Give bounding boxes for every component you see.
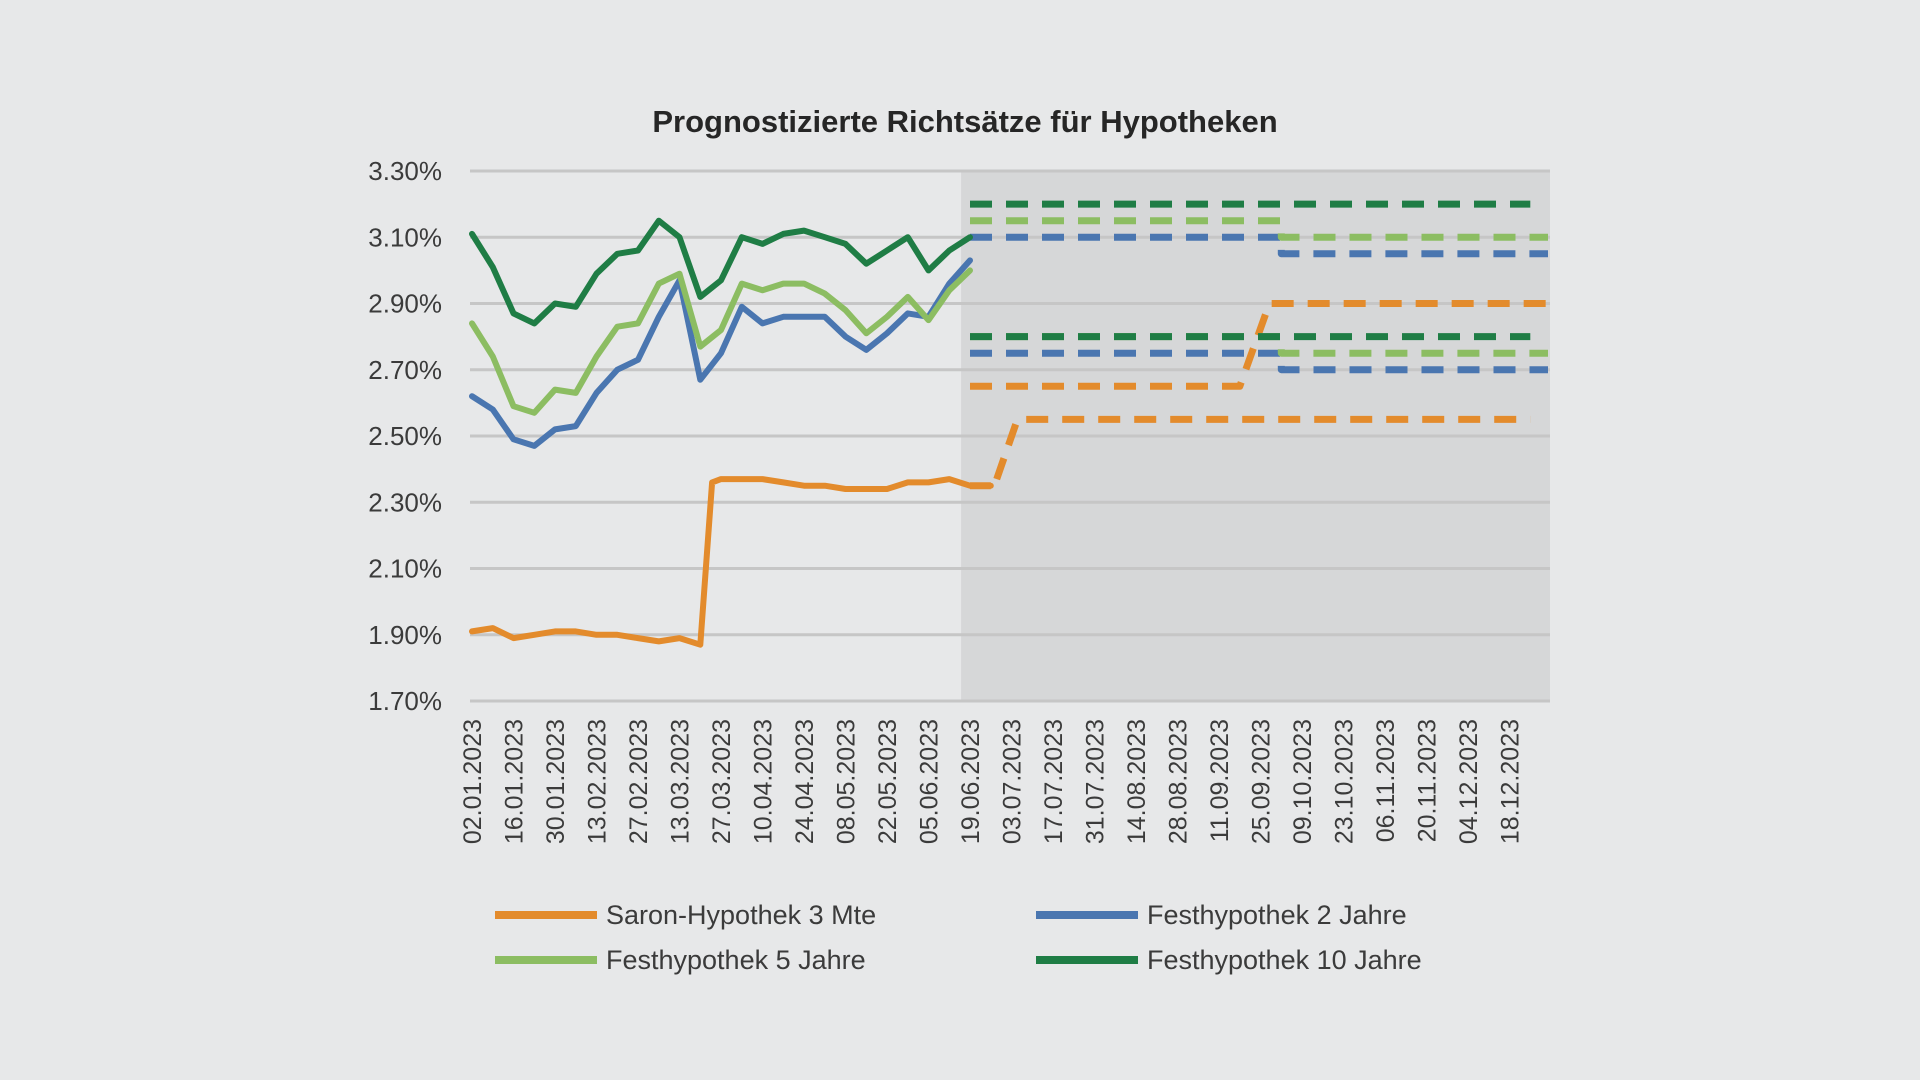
x-tick-label: 03.07.2023 <box>999 719 1027 844</box>
legend-label: Saron-Hypothek 3 Mte <box>606 900 876 930</box>
y-tick-label: 2.70% <box>368 355 442 385</box>
x-tick-label: 05.06.2023 <box>916 719 944 844</box>
series-line <box>469 267 973 416</box>
historical-series-lines <box>469 217 994 648</box>
x-tick-label: 30.01.2023 <box>542 719 570 844</box>
x-tick-label: 04.12.2023 <box>1455 719 1483 844</box>
y-tick-label: 2.50% <box>368 421 442 451</box>
x-tick-label: 18.12.2023 <box>1497 719 1525 844</box>
x-tick-label: 11.09.2023 <box>1206 719 1234 842</box>
series-line <box>469 257 973 449</box>
x-tick-label: 10.04.2023 <box>750 719 778 844</box>
x-tick-label: 08.05.2023 <box>833 719 861 844</box>
y-tick-label: 2.90% <box>368 289 442 319</box>
x-tick-label: 13.02.2023 <box>584 719 612 844</box>
y-tick-label: 3.30% <box>368 156 442 186</box>
y-tick-label: 3.10% <box>368 222 442 252</box>
forecast-line <box>970 233 1548 258</box>
y-tick-label: 1.70% <box>368 686 442 716</box>
legend-label: Festhypothek 2 Jahre <box>1147 900 1407 930</box>
x-tick-label: 17.07.2023 <box>1040 719 1068 844</box>
x-tick-label: 27.03.2023 <box>708 719 736 844</box>
legend-label: Festhypothek 10 Jahre <box>1147 945 1422 975</box>
series-line <box>469 476 994 648</box>
series-line <box>469 217 973 327</box>
y-axis-tick-labels: 3.30% 3.10% 2.90% 2.70% 2.50% 2.30% 2.10% 1.90%… <box>368 156 442 716</box>
forecast-line <box>993 415 1531 481</box>
x-tick-label: 13.03.2023 <box>667 719 695 844</box>
x-tick-label: 16.01.2023 <box>501 719 529 844</box>
y-tick-label: 2.30% <box>368 487 442 517</box>
x-tick-label: 09.10.2023 <box>1289 719 1317 844</box>
x-tick-label: 31.07.2023 <box>1082 719 1110 844</box>
x-tick-label: 06.11.2023 <box>1372 719 1400 842</box>
x-tick-label: 27.02.2023 <box>625 719 653 844</box>
forecast-line <box>970 217 1548 241</box>
x-tick-label: 02.01.2023 <box>459 719 487 844</box>
x-tick-label: 22.05.2023 <box>874 719 902 844</box>
x-tick-label: 28.08.2023 <box>1165 719 1193 844</box>
x-tick-label: 23.10.2023 <box>1331 719 1359 844</box>
chart-title: Prognostizierte Richtsätze für Hypotheke… <box>652 104 1277 139</box>
x-tick-label: 25.09.2023 <box>1248 719 1276 844</box>
x-tick-label: 20.11.2023 <box>1414 719 1442 842</box>
x-axis-tick-labels: 02.01.2023 16.01.2023 30.01.2023 13.02.2023… <box>459 719 1525 844</box>
x-tick-label: 14.08.2023 <box>1123 719 1151 844</box>
forecast-line <box>970 349 1548 374</box>
y-tick-label: 1.90% <box>368 620 442 650</box>
y-tick-label: 2.10% <box>368 554 442 584</box>
x-tick-label: 19.06.2023 <box>957 719 985 844</box>
x-tick-label: 24.04.2023 <box>791 719 819 844</box>
legend-label: Festhypothek 5 Jahre <box>606 945 866 975</box>
legend: Saron-Hypothek 3 Mte Festhypothek 2 Jahre… <box>495 900 1422 975</box>
